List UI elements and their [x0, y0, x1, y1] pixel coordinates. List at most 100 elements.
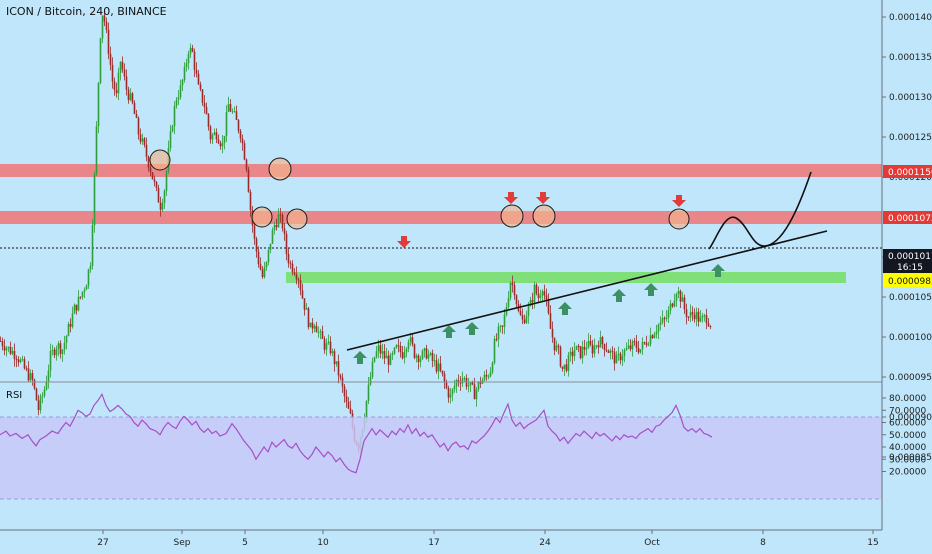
label-resistance-lower-text: 0.0001075 [888, 214, 932, 224]
time-tick-label: 27 [97, 538, 108, 548]
candle-body [557, 345, 560, 348]
candle-body [681, 297, 684, 302]
candle-body [449, 394, 452, 398]
candle-body [515, 295, 518, 305]
candle-body [287, 254, 290, 264]
candle-body [583, 346, 586, 350]
candle-body [267, 249, 270, 263]
candle-body [323, 338, 326, 350]
uptrend-line[interactable] [346, 230, 828, 351]
candle-body [271, 230, 274, 244]
candle-body [641, 342, 644, 350]
rsi-pane[interactable]: RSI [0, 390, 882, 500]
candle-body [229, 104, 232, 112]
candle-body [347, 401, 350, 409]
up-arrow-icon [353, 351, 367, 364]
candle-body [345, 396, 348, 402]
marker-circle [268, 157, 292, 181]
price-pane[interactable]: ICON / Bitcoin, 240, BINANCE [0, 5, 882, 455]
candle-body [659, 322, 662, 325]
candle-body [17, 359, 20, 363]
candle-body [217, 139, 220, 144]
candle-body [565, 364, 568, 371]
candle-body [545, 295, 548, 300]
candle-body [133, 102, 136, 114]
candle-body [63, 342, 66, 350]
candle-body [689, 312, 692, 318]
candle-body [461, 378, 464, 384]
candle-body [569, 351, 572, 355]
candle-body [591, 344, 594, 354]
time-axis[interactable]: 27 Sep 5 10 17 24 Oct 8 15 [0, 529, 882, 548]
candle-body [427, 354, 430, 359]
candle-body [47, 370, 50, 382]
candle-body [103, 15, 106, 22]
candle-body [399, 345, 402, 353]
candle-body [605, 350, 608, 352]
candle-body [581, 346, 584, 359]
candle-body [153, 179, 156, 182]
candle-body [477, 381, 480, 390]
candle-body [305, 308, 308, 310]
candle-body [391, 353, 394, 355]
candle-body [11, 351, 14, 354]
candle-body [575, 345, 578, 350]
candle-body [691, 312, 694, 315]
candle-body [697, 311, 700, 322]
candle-body [307, 308, 310, 328]
candle-body [207, 114, 210, 127]
candle-body [285, 233, 288, 255]
candle-body [151, 172, 154, 180]
candle-body [473, 384, 476, 400]
candle-body [241, 138, 244, 144]
candle-body [433, 360, 436, 362]
candle-body [77, 296, 80, 311]
candle-body [7, 346, 10, 349]
candle-body [89, 266, 92, 270]
marker-circle [500, 204, 524, 228]
rsi-tick-label: 30.0000 [889, 455, 926, 465]
candle-body [661, 318, 664, 323]
candle-body [55, 348, 58, 356]
candle-body [547, 299, 550, 314]
candle-body [171, 126, 174, 132]
projection-path[interactable] [708, 171, 812, 250]
rsi-tick-label: 40.0000 [889, 443, 926, 453]
candle-body [249, 191, 252, 211]
candle-body [431, 352, 434, 361]
candle-body [155, 181, 158, 188]
candle-body [45, 381, 48, 390]
candle-body [177, 97, 180, 100]
label-support [883, 274, 932, 287]
candle-body [483, 374, 486, 380]
candle-body [199, 84, 202, 90]
candle-body [197, 73, 200, 85]
candle-body [705, 315, 708, 324]
candle-body [625, 348, 628, 351]
rsi-tick-label: 20.0000 [889, 468, 926, 478]
candle-body [409, 337, 412, 342]
candle-body [33, 379, 36, 389]
candle-body [423, 348, 426, 351]
candle-body [503, 314, 506, 327]
rsi-tick-label: 60.0000 [889, 419, 926, 429]
candle-body [135, 113, 138, 118]
candle-body [425, 348, 428, 359]
candle-body [673, 300, 676, 307]
candle-body [521, 315, 524, 320]
candle-body [273, 225, 276, 231]
candle-body [707, 323, 710, 327]
label-resistance-upper [883, 165, 932, 178]
candle-body [165, 171, 168, 191]
candle-body [51, 349, 54, 352]
candle-body [115, 90, 118, 94]
candle-body [493, 339, 496, 364]
candle-body [395, 345, 398, 348]
candle-body [613, 351, 616, 364]
time-tick-label: 15 [867, 538, 878, 548]
candle-body [589, 340, 592, 345]
